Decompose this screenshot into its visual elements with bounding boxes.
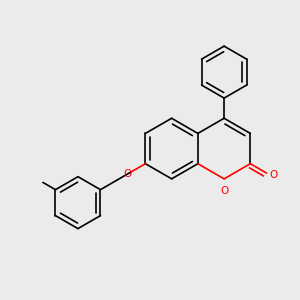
Text: O: O bbox=[269, 169, 278, 179]
Text: O: O bbox=[123, 169, 131, 179]
Text: O: O bbox=[220, 186, 228, 196]
